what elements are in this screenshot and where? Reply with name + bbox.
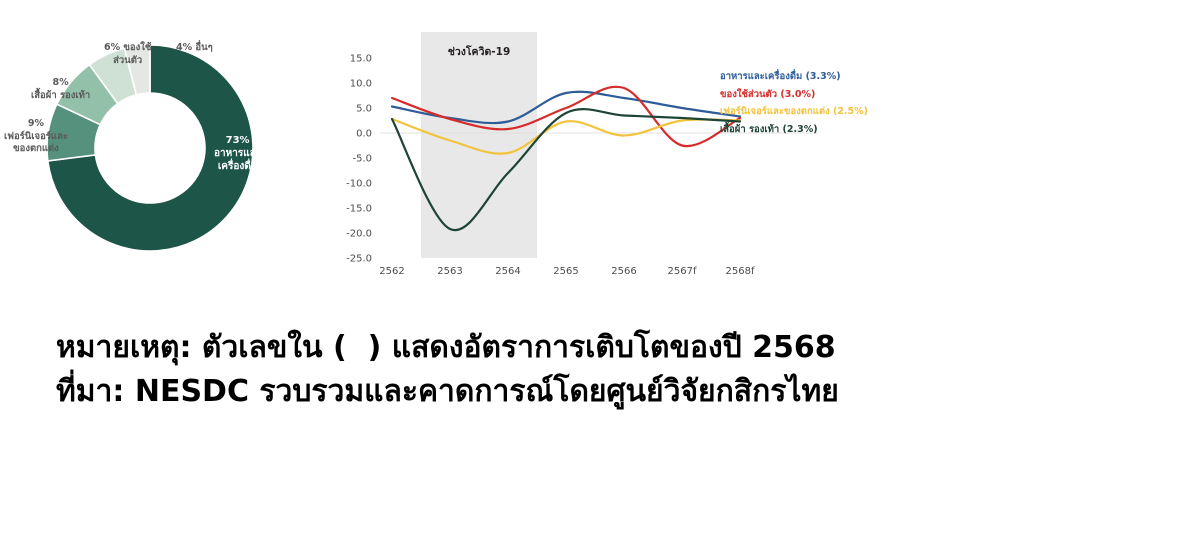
donut-slice: [46, 44, 254, 252]
x-tick-label: 2564: [495, 266, 520, 277]
figure-container: 4% อื่นๆ 6% ของใช้ ส่วนตัว 8% เสื้อผ้า ร…: [0, 10, 1200, 290]
donut-callout-personal-care-line1: ส่วนตัว: [113, 54, 143, 66]
x-tick-label: 2563: [437, 266, 462, 277]
footnote-note: หมายเหตุ: ตัวเลขใน ( ) แสดงอัตราการเติบโ…: [56, 330, 836, 365]
legend-item-apparel: เสื้อผ้า รองเท้า (2.3%): [720, 123, 818, 135]
donut-callout-other-percent: 4% อื่นๆ: [176, 42, 213, 53]
donut-center-line1: อาหารและ: [214, 148, 262, 159]
footnote-source: ที่มา: NESDC รวบรวมและคาดการณ์โดยศูนย์วิ…: [56, 374, 839, 409]
covid-band-rect: [421, 32, 537, 258]
legend-item-furniture: เฟอร์นิเจอร์และของตกแต่ง (2.5%): [720, 106, 868, 117]
donut-slice: [123, 44, 151, 96]
legend-item-food: อาหารและเครื่องดื่ม (3.3%): [720, 71, 841, 82]
y-tick-label: 5.0: [356, 104, 372, 115]
donut-callout-personal-care: 6% ของใช้ ส่วนตัว: [104, 42, 151, 67]
line-series-path: [390, 117, 742, 155]
y-tick-label: -5.0: [352, 154, 372, 165]
x-tick-label: 2568f: [726, 266, 755, 277]
line-chart-svg: 15.0 10.0 5.0 0.0 -5.0 -10.0 -15.0 -20.0 -25.0 2…: [346, 32, 818, 277]
y-axis-tick-labels: 15.0 10.0 5.0 0.0 -5.0 -10.0 -15.0 -20.0 -25.0: [346, 54, 372, 265]
line-series-path: [390, 108, 742, 232]
footnote-block: หมายเหตุ: ตัวเลขใน ( ) แสดงอัตราการเติบโ…: [56, 326, 996, 414]
line-series-path: [390, 85, 742, 148]
donut-chart-panel: 4% อื่นๆ 6% ของใช้ ส่วนตัว 8% เสื้อผ้า ร…: [0, 10, 300, 290]
donut-callout-furniture: 9% เฟอร์นิเจอร์และ ของตกแต่ง: [4, 118, 68, 156]
x-tick-label: 2567f: [668, 266, 697, 277]
donut-center-line2: เครื่องดื่ม: [217, 161, 258, 172]
legend-item-personal-care: ของใช้ส่วนตัว (3.0%): [720, 88, 816, 100]
line-chart-panel: 15.0 10.0 5.0 0.0 -5.0 -10.0 -15.0 -20.0 -25.0 2…: [300, 10, 1200, 290]
y-tick-label: 15.0: [350, 54, 372, 65]
line-series-group: [390, 85, 742, 232]
covid-band-label: ช่วงโควิด-19: [448, 45, 511, 58]
y-tick-label: -25.0: [346, 254, 372, 265]
donut-center-percent: 73%: [225, 135, 250, 146]
donut-callout-furniture-percent: 9%: [27, 118, 45, 129]
y-tick-label: 10.0: [350, 79, 372, 90]
y-tick-label: -20.0: [346, 229, 372, 240]
donut-callout-furniture-line1: เฟอร์นิเจอร์และ: [4, 130, 68, 142]
covid-band: [421, 32, 537, 258]
donut-callout-furniture-line2: ของตกแต่ง: [13, 143, 59, 155]
donut-callout-other: 4% อื่นๆ: [176, 42, 213, 55]
chart-legend: อาหารและเครื่องดื่ม (3.3%) ของใช้ส่วนตัว…: [720, 68, 960, 138]
donut-chart-svg: [46, 44, 254, 252]
covid-band-label-group: ช่วงโควิด-19: [448, 45, 511, 58]
donut-center-label: 73% อาหารและ เครื่องดื่ม: [214, 134, 261, 173]
donut-slices: [46, 44, 254, 252]
y-tick-label: -15.0: [346, 204, 372, 215]
y-tick-label: 0.0: [356, 129, 372, 140]
y-tick-label: -10.0: [346, 179, 372, 190]
donut-callout-apparel-percent: 8%: [52, 77, 69, 88]
donut-callout-apparel-line1: เสื้อผ้า รองเท้า: [31, 89, 91, 101]
x-tick-label: 2565: [553, 266, 578, 277]
x-axis-tick-labels: 2562 2563 2564 2565 2566 2567f 2568f: [379, 266, 755, 277]
donut-callout-personal-care-percent: 6% ของใช้: [104, 42, 152, 53]
x-tick-label: 2562: [379, 266, 404, 277]
x-tick-label: 2566: [611, 266, 636, 277]
donut-callout-apparel: 8% เสื้อผ้า รองเท้า: [31, 77, 90, 102]
